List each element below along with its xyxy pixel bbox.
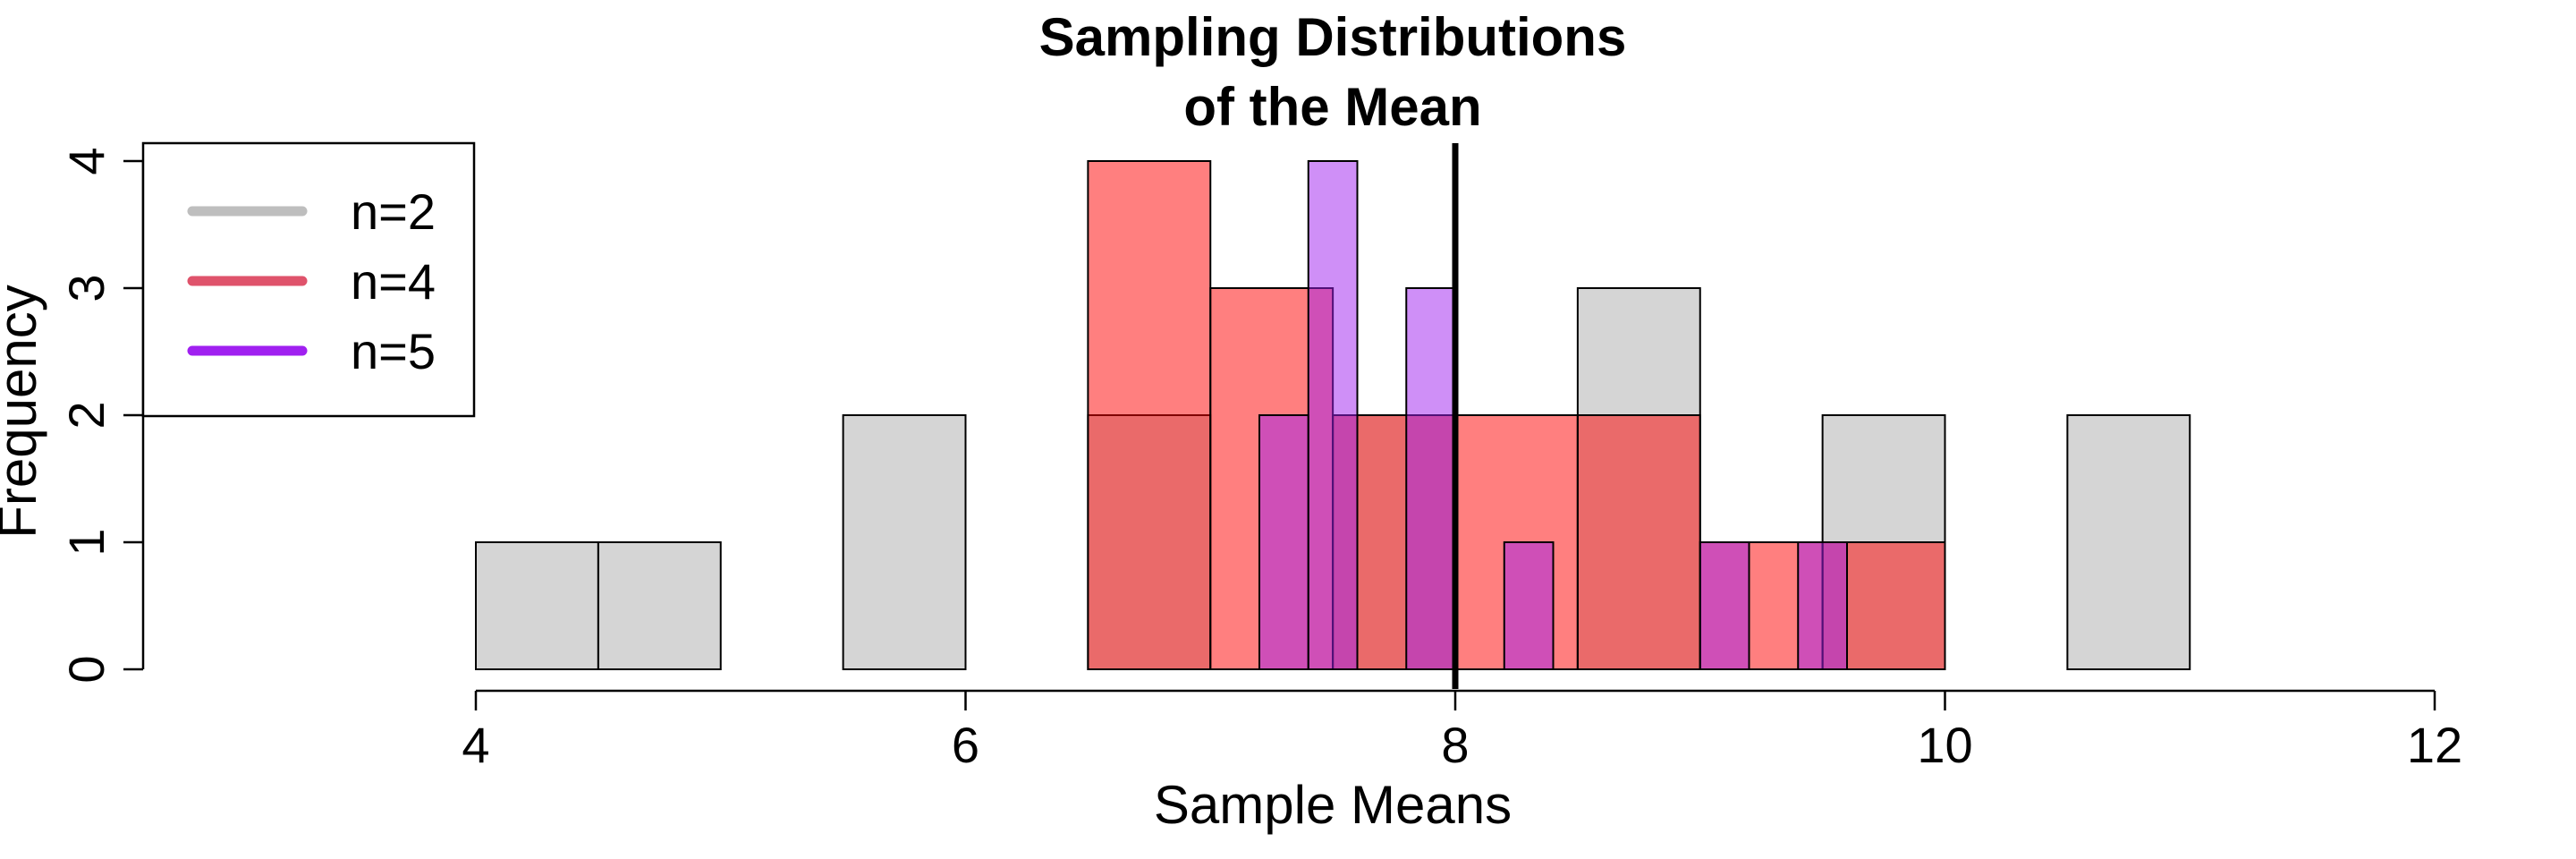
x-tick-label: 4 <box>462 717 489 773</box>
histogram-bar <box>1576 414 1701 670</box>
y-tick-label: 2 <box>58 401 114 429</box>
y-axis-label: Frequency <box>0 285 47 538</box>
y-tick-label: 4 <box>58 147 114 174</box>
y-axis: 0 1 2 3 4 <box>58 147 145 684</box>
y-tick-label: 3 <box>58 274 114 302</box>
histogram-bar <box>1307 160 1359 670</box>
legend-label: n=2 <box>351 183 436 240</box>
x-axis: 4 6 8 10 12 <box>462 689 2462 773</box>
histogram-bar <box>1699 541 1750 670</box>
histogram-bar <box>475 541 599 670</box>
x-tick-label: 12 <box>2407 717 2462 773</box>
x-tick-label: 8 <box>1441 717 1469 773</box>
legend: n=2 n=4 n=5 <box>141 141 476 418</box>
histogram-bar <box>842 414 967 670</box>
histogram-bar <box>1405 287 1456 670</box>
legend-label: n=5 <box>351 323 436 379</box>
histogram-bar <box>597 541 722 670</box>
histogram-bar <box>2066 414 2191 670</box>
x-tick-label: 6 <box>952 717 979 773</box>
histogram-bar <box>1087 160 1212 670</box>
histogram-bar <box>1503 541 1555 670</box>
x-axis-label: Sample Means <box>1154 775 1512 835</box>
chart-title-line-2: of the Mean <box>1183 77 1481 137</box>
legend-label: n=4 <box>351 253 436 310</box>
histogram-bar <box>1797 541 1848 670</box>
x-tick-label: 10 <box>1917 717 1972 773</box>
series-n-5 <box>1258 160 1848 670</box>
chart-title-line-1: Sampling Distributions <box>1039 7 1627 67</box>
y-tick-label: 0 <box>58 655 114 683</box>
y-tick-label: 1 <box>58 528 114 556</box>
histogram-bar <box>1258 414 1309 670</box>
bars-layer <box>475 160 2191 670</box>
